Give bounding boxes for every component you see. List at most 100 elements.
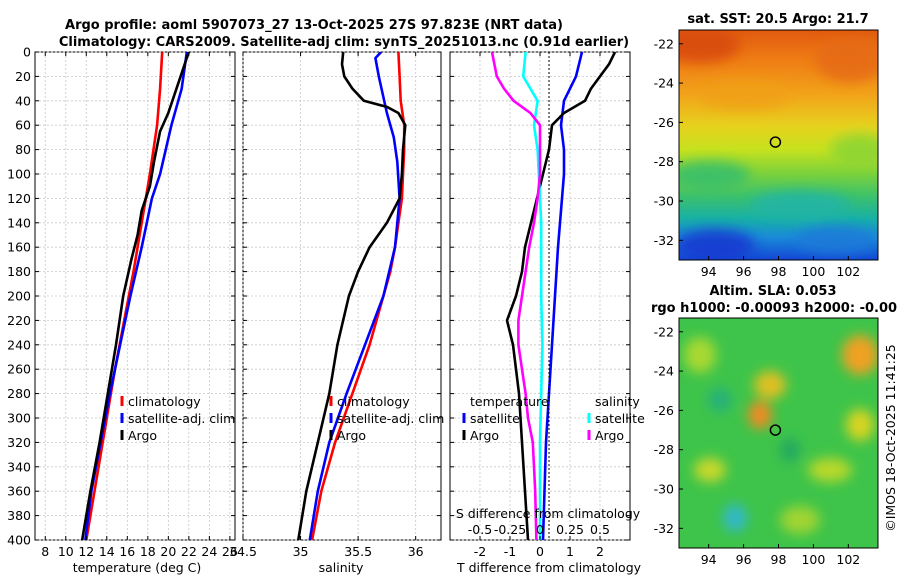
- temperature-legend: climatology satellite-adj. clim Argo: [120, 394, 235, 443]
- x-tick-label: 35: [293, 544, 309, 559]
- depth-tick-label: 200: [7, 289, 31, 304]
- temperature-argo-line: [505, 52, 617, 540]
- sla-high-anomaly: [748, 401, 772, 429]
- legend-t-argo-label: Argo: [470, 428, 499, 443]
- sla-high-anomaly: [780, 506, 820, 534]
- s-tick-label: 0.25: [556, 522, 584, 537]
- lon-tick-label: 96: [736, 552, 752, 567]
- sst-cool-patch: [679, 161, 750, 189]
- sst-warm-patch: [815, 38, 878, 82]
- sla-low-anomaly: [780, 438, 800, 462]
- x-tick-label: -1: [504, 544, 516, 559]
- salinity-satellite-line: [521, 52, 544, 540]
- x-tick-label: 18: [140, 544, 156, 559]
- sst-cold-patch: [795, 226, 875, 254]
- x-tick-label: 8: [41, 544, 49, 559]
- lat-tick-label: -32: [654, 233, 674, 248]
- depth-tick-label: 120: [7, 191, 31, 206]
- depth-tick-label: 0: [23, 45, 31, 60]
- lat-tick-label: -24: [654, 364, 674, 379]
- sla-map: Altim. SLA: 0.053 rgo h1000: -0.00093 h2…: [651, 284, 897, 567]
- sst-map-title: sat. SST: 20.5 Argo: 21.7: [687, 12, 868, 27]
- temperature-panel: 0 20 40 60 80 100 120 140 160 180 200 220 240 260 280 3…: [7, 45, 238, 576]
- lat-tick-label: -26: [654, 115, 674, 130]
- t-difference-xlabel: T difference from climatology: [456, 560, 642, 575]
- s-tick-label: -0.25: [494, 522, 526, 537]
- depth-tick-label: 280: [7, 386, 31, 401]
- lon-tick-label: 102: [836, 552, 860, 567]
- salinity-panel: 34.5 35 35.5 36 salinity climatology satell…: [229, 51, 444, 575]
- legend-satellite-label: satellite-adj. clim: [128, 411, 235, 426]
- sst-cool-patch: [750, 191, 850, 219]
- lat-tick-label: -28: [654, 442, 674, 457]
- lon-tick-label: 100: [801, 264, 825, 279]
- argo-position-marker: [769, 424, 782, 436]
- x-tick-label: 2: [596, 544, 604, 559]
- lon-tick-label: 96: [736, 264, 752, 279]
- legend-temperature-title: temperature: [470, 394, 549, 409]
- legend-argo-label: Argo: [128, 428, 157, 443]
- figure-title-line2: Climatology: CARS2009. Satellite-adj cli…: [59, 35, 629, 50]
- x-tick-label: 14: [99, 544, 115, 559]
- salinity-legend: climatology satellite-adj. clim Argo: [329, 394, 444, 443]
- x-tick-label: 10: [58, 544, 74, 559]
- legend-salinity-title: salinity: [595, 394, 640, 409]
- depth-tick-label: 100: [7, 167, 31, 182]
- lon-tick-label: 98: [771, 552, 787, 567]
- x-tick-label: 34.5: [229, 544, 257, 559]
- temperature-satellite-line: [541, 52, 584, 540]
- depth-tick-label: 40: [15, 93, 31, 108]
- x-tick-label: 1: [566, 544, 574, 559]
- lat-tick-label: -32: [654, 521, 674, 536]
- legend-satellite-label: satellite-adj. clim: [337, 411, 444, 426]
- depth-tick-label: 20: [15, 69, 31, 84]
- x-tick-label: 0: [536, 544, 544, 559]
- argo-line: [297, 52, 407, 540]
- sla-high-anomaly: [694, 458, 726, 482]
- s-tick-label: -0.5: [468, 522, 492, 537]
- depth-tick-label: 240: [7, 337, 31, 352]
- sst-warm-patch: [679, 30, 740, 63]
- x-tick-label: 36: [408, 544, 424, 559]
- depth-tick-label: 60: [15, 118, 31, 133]
- salinity-xlabel: salinity: [319, 560, 364, 575]
- s-tick-label: 0: [536, 522, 544, 537]
- lat-tick-label: -30: [654, 482, 674, 497]
- sla-low-anomaly: [723, 504, 747, 532]
- legend-climatology-label: climatology: [337, 394, 410, 409]
- legend-s-satellite-label: satellite: [595, 411, 645, 426]
- lon-tick-label: 100: [801, 552, 825, 567]
- lat-tick-label: -22: [654, 324, 674, 339]
- depth-tick-label: 260: [7, 362, 31, 377]
- x-tick-label: 26: [222, 544, 238, 559]
- lon-tick-label: 94: [701, 264, 717, 279]
- imos-credit: ©IMOS 18-Oct-2025 11:41:25: [883, 344, 898, 532]
- depth-tick-label: 340: [7, 459, 31, 474]
- lat-tick-label: -24: [654, 76, 674, 91]
- s-difference-xlabel: S difference from climatology: [456, 506, 641, 521]
- lon-tick-label: 94: [701, 552, 717, 567]
- sla-map-subtitle: rgo h1000: -0.00093 h2000: -0.00: [651, 301, 897, 316]
- lat-tick-label: -26: [654, 403, 674, 418]
- lon-tick-label: 102: [836, 264, 860, 279]
- sla-high-anomaly: [754, 371, 786, 399]
- sst-map: sat. SST: 20.5 Argo: 21.7 94 96 98 100 102 -2…: [654, 12, 879, 279]
- sst-cool-patch: [830, 134, 878, 166]
- legend-argo-label: Argo: [337, 428, 366, 443]
- depth-tick-label: 220: [7, 313, 31, 328]
- x-tick-label: 20: [160, 544, 176, 559]
- lat-tick-label: -22: [654, 36, 674, 51]
- depth-tick-label: 360: [7, 484, 31, 499]
- sla-high-anomaly: [846, 409, 874, 441]
- difference-panel: -2 -1 0 1 2 -0.5 -0.25 0 0.25 0.5 T difference fr…: [449, 51, 645, 575]
- depth-tick-label: 300: [7, 411, 31, 426]
- sst-cold-patch: [679, 229, 755, 260]
- depth-tick-label: 180: [7, 264, 31, 279]
- x-tick-label: 35.5: [344, 544, 372, 559]
- sla-high-anomaly: [842, 335, 878, 375]
- difference-legend: temperature satellite Argo salinity sate…: [462, 394, 645, 443]
- sla-map-title: Altim. SLA: 0.053: [710, 284, 837, 299]
- s-tick-label: 0.5: [590, 522, 610, 537]
- x-tick-label: 16: [119, 544, 135, 559]
